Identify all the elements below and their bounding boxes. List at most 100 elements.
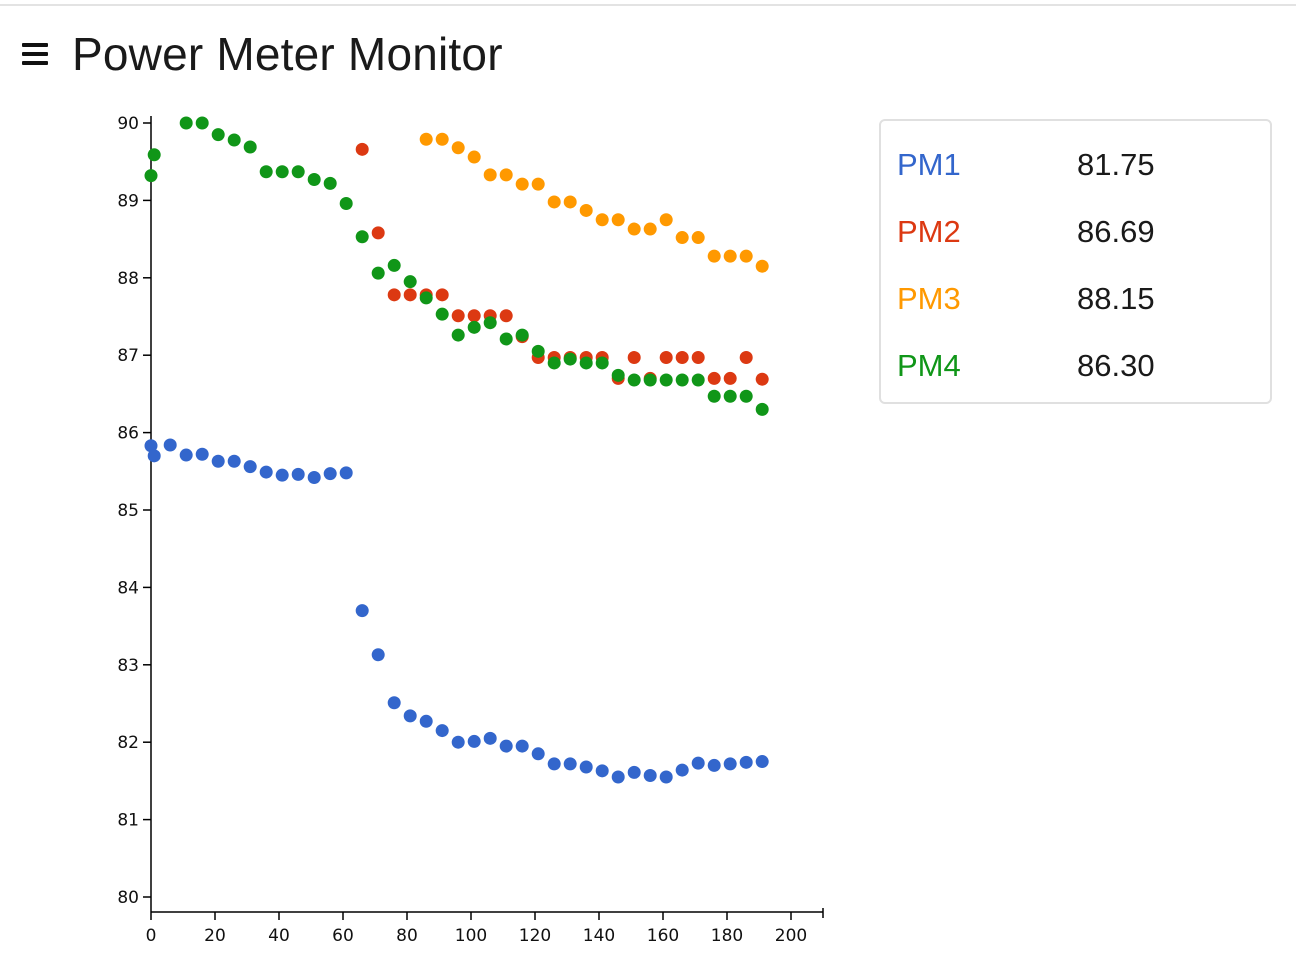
x-tick-label: 20 — [204, 926, 226, 946]
data-point-pm4 — [547, 356, 561, 370]
hamburger-menu-icon[interactable] — [22, 43, 48, 65]
data-point-pm4 — [259, 165, 273, 179]
data-point-pm2 — [355, 142, 369, 156]
data-point-pm1 — [179, 448, 193, 462]
data-point-pm4 — [243, 140, 257, 154]
data-point-pm1 — [163, 438, 177, 452]
data-point-pm3 — [579, 203, 593, 217]
y-tick-label: 90 — [117, 114, 139, 134]
data-point-pm1 — [499, 739, 513, 753]
legend-value-pm2: 86.69 — [1077, 214, 1155, 249]
data-point-pm2 — [403, 288, 417, 302]
data-point-pm1 — [339, 466, 353, 480]
y-tick-label: 86 — [117, 424, 139, 444]
data-point-pm4 — [195, 116, 209, 130]
data-point-pm3 — [659, 213, 673, 227]
y-tick-label: 89 — [117, 191, 139, 211]
data-point-pm1 — [611, 770, 625, 784]
data-point-pm4 — [211, 128, 225, 142]
data-point-pm1 — [147, 449, 161, 463]
x-tick-label: 40 — [268, 926, 290, 946]
data-point-pm4 — [723, 389, 737, 403]
data-point-pm1 — [144, 439, 158, 453]
data-point-pm4 — [675, 373, 689, 387]
data-point-pm3 — [515, 177, 529, 191]
data-point-pm4 — [147, 148, 161, 162]
data-point-pm4 — [707, 389, 721, 403]
x-tick-label: 60 — [332, 926, 354, 946]
data-point-pm4 — [144, 169, 158, 183]
chart-svg: 80 81 82 83 84 85 86 87 88 89 90 0 20 40 60 80 100 120 140… — [117, 114, 824, 946]
data-point-pm1 — [643, 768, 657, 782]
data-point-pm2 — [451, 309, 465, 323]
x-tick-label: 140 — [583, 926, 615, 946]
data-point-pm1 — [627, 765, 641, 779]
legend-value-pm1: 81.75 — [1077, 147, 1155, 182]
data-point-pm1 — [579, 760, 593, 774]
data-point-pm3 — [627, 222, 641, 236]
y-tick-label: 85 — [117, 501, 139, 521]
x-tick-label: 80 — [396, 926, 418, 946]
legend-item-pm4: PM4 86.30 — [897, 348, 1257, 388]
x-tick-label: 180 — [711, 926, 743, 946]
legend-label-pm3: PM3 — [897, 281, 961, 316]
data-point-pm2 — [371, 226, 385, 240]
data-point-pm3 — [739, 249, 753, 263]
legend-value-pm3: 88.15 — [1077, 281, 1155, 316]
data-point-pm4 — [483, 316, 497, 330]
data-point-pm4 — [659, 373, 673, 387]
data-point-pm4 — [579, 356, 593, 370]
data-point-pm4 — [227, 133, 241, 147]
data-point-pm1 — [563, 757, 577, 771]
data-point-pm3 — [419, 132, 433, 146]
data-point-pm1 — [323, 467, 337, 481]
data-point-pm1 — [467, 734, 481, 748]
data-point-pm2 — [675, 351, 689, 365]
data-point-pm1 — [211, 454, 225, 468]
data-point-pm1 — [739, 755, 753, 769]
data-point-pm4 — [323, 176, 337, 190]
data-point-pm3 — [547, 195, 561, 209]
x-tick-label: 160 — [647, 926, 679, 946]
data-point-pm4 — [643, 373, 657, 387]
data-point-pm2 — [387, 288, 401, 302]
data-point-pm1 — [307, 470, 321, 484]
data-point-pm4 — [451, 328, 465, 342]
scatter-chart: 80 81 82 83 84 85 86 87 88 89 90 0 20 40 60 80 100 120 140… — [80, 100, 840, 965]
data-point-pm4 — [435, 307, 449, 321]
data-point-pm4 — [739, 389, 753, 403]
data-point-pm4 — [371, 266, 385, 280]
data-point-pm1 — [707, 758, 721, 772]
data-point-pm1 — [531, 747, 545, 761]
data-point-pm4 — [595, 356, 609, 370]
data-point-pm2 — [499, 309, 513, 323]
data-point-pm1 — [451, 735, 465, 749]
legend-value-pm4: 86.30 — [1077, 348, 1155, 383]
data-point-pm2 — [755, 372, 769, 386]
data-point-pm4 — [291, 165, 305, 179]
data-point-pm1 — [723, 757, 737, 771]
data-point-pm3 — [451, 141, 465, 155]
legend-item-pm2: PM2 86.69 — [897, 214, 1257, 254]
data-point-pm1 — [243, 460, 257, 474]
data-point-pm4 — [755, 402, 769, 416]
y-tick-label: 81 — [117, 811, 139, 831]
data-point-pm4 — [691, 373, 705, 387]
app-header: Power Meter Monitor — [22, 26, 503, 82]
x-tick-label: 0 — [146, 926, 157, 946]
data-point-pm4 — [387, 258, 401, 272]
data-point-pm4 — [355, 230, 369, 244]
data-point-pm1 — [659, 770, 673, 784]
legend-label-pm2: PM2 — [897, 214, 961, 249]
data-point-pm4 — [179, 116, 193, 130]
data-point-pm2 — [435, 288, 449, 302]
data-point-pm4 — [307, 173, 321, 187]
legend-item-pm1: PM1 81.75 — [897, 147, 1257, 187]
data-point-pm3 — [435, 132, 449, 146]
data-point-pm3 — [563, 195, 577, 209]
x-tick-label: 120 — [519, 926, 551, 946]
data-point-pm3 — [467, 150, 481, 164]
data-point-pm4 — [339, 196, 353, 210]
x-tick-label: 200 — [775, 926, 807, 946]
data-point-pm3 — [499, 168, 513, 182]
